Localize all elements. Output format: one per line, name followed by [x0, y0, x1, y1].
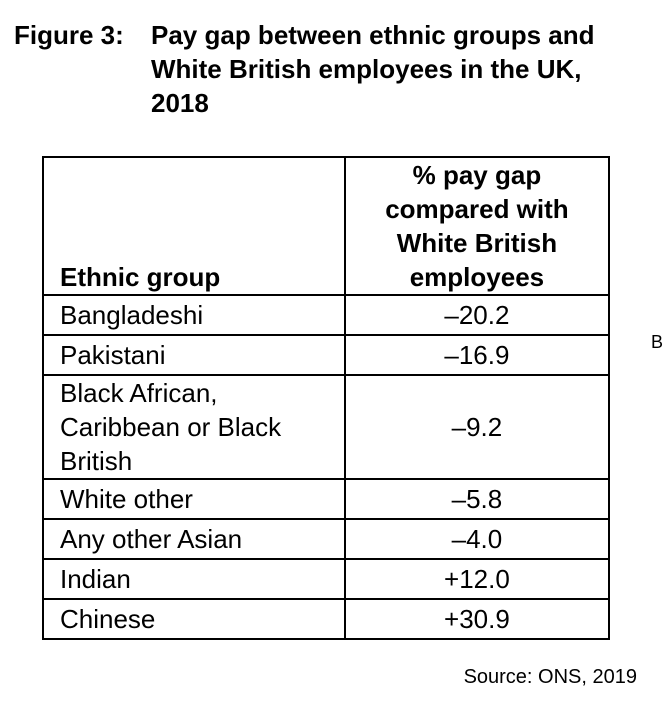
figure-title-text: Pay gap between ethnic groups and White …: [151, 20, 595, 118]
pay-gap-cell: –4.0: [343, 518, 611, 560]
ethnic-group-cell: Indian: [42, 558, 346, 600]
pay-gap-table: Ethnic group % pay gap compared with Whi…: [42, 156, 611, 640]
pay-gap-cell: –16.9: [343, 334, 611, 376]
table-row: Bangladeshi –20.2: [42, 294, 611, 336]
table-row: Chinese +30.9: [42, 598, 611, 640]
pay-gap-cell: +30.9: [343, 598, 611, 640]
ethnic-group-cell: Black African, Caribbean or Black Britis…: [42, 374, 346, 480]
figure-label: Figure 3:: [14, 20, 124, 50]
ethnic-group-cell: White other: [42, 478, 346, 520]
pay-gap-cell: –20.2: [343, 294, 611, 336]
ethnic-group-cell: Any other Asian: [42, 518, 346, 560]
pay-gap-cell: +12.0: [343, 558, 611, 600]
table-row: Pakistani –16.9: [42, 334, 611, 376]
ethnic-group-cell: Bangladeshi: [42, 294, 346, 336]
table-row: White other –5.8: [42, 478, 611, 520]
figure-title: Figure 3: Pay gap between ethnic groups a…: [14, 18, 614, 120]
header-pay-gap: % pay gap compared with White British em…: [343, 156, 611, 296]
table-row: Any other Asian –4.0: [42, 518, 611, 560]
table-row: Black African, Caribbean or Black Britis…: [42, 374, 611, 480]
source-note: Source: ONS, 2019: [463, 666, 637, 688]
table-header-row: Ethnic group % pay gap compared with Whi…: [42, 156, 611, 296]
ethnic-group-cell: Pakistani: [42, 334, 346, 376]
pay-gap-cell: –9.2: [343, 374, 611, 480]
cropped-text-fragment: B: [651, 332, 664, 352]
pay-gap-cell: –5.8: [343, 478, 611, 520]
table-row: Indian +12.0: [42, 558, 611, 600]
ethnic-group-cell: Chinese: [42, 598, 346, 640]
header-ethnic-group: Ethnic group: [42, 156, 346, 296]
